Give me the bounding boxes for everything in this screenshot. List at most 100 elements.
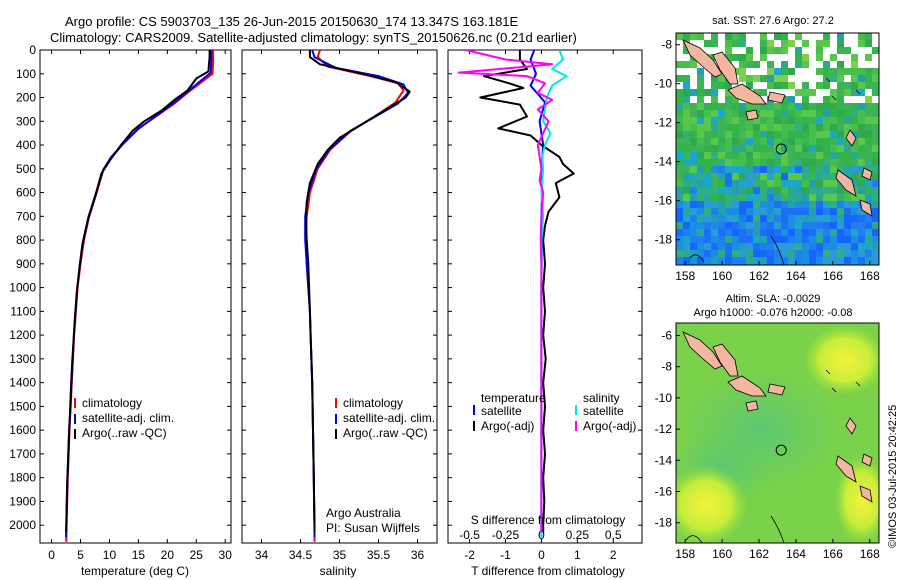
sst-cell (781, 250, 788, 257)
sst-cell (795, 145, 802, 152)
sst-cell (844, 243, 851, 250)
sst-cell (809, 138, 816, 145)
sst-cell (837, 68, 844, 75)
sst-cell (718, 229, 725, 236)
sst-cell (746, 187, 753, 194)
salinity-series (304, 50, 411, 542)
sst-cell (795, 131, 802, 138)
sst-cell (823, 215, 830, 222)
sst-cell (704, 103, 711, 110)
sst-cell (690, 194, 697, 201)
sst-map-ticks: 158 160 162 164 166 168 -8 -10 -12 -14 -16 -18 (655, 38, 880, 283)
sst-cell (830, 236, 837, 243)
header-line-2: Climatology: CARS2009. Satellite-adjuste… (50, 30, 577, 45)
sst-cell (816, 187, 823, 194)
sst-cell (781, 47, 788, 54)
sst-cell (830, 257, 837, 264)
sst-cell (739, 215, 746, 222)
island-shape (861, 167, 873, 181)
sst-cell (711, 222, 718, 229)
sst-cell (851, 54, 858, 61)
sst-cell (830, 194, 837, 201)
sst-cell (725, 33, 732, 40)
sst-land (682, 39, 873, 265)
sst-cell (683, 208, 690, 215)
sst-cell (725, 152, 732, 159)
sst-cell (683, 61, 690, 68)
sst-map-title: sat. SST: 27.6 Argo: 27.2 (712, 15, 834, 27)
map-x-tick-label: 168 (860, 547, 880, 561)
sst-cell (725, 194, 732, 201)
sst-cell (851, 117, 858, 124)
sst-cell (697, 33, 704, 40)
sst-cell (774, 110, 781, 117)
s-difference-xlabel: S difference from climatology (471, 513, 626, 527)
sst-cell (802, 166, 809, 173)
sst-cell (816, 194, 823, 201)
sst-cell (739, 61, 746, 68)
sst-cell (711, 257, 718, 264)
sst-cell (704, 180, 711, 187)
sst-cell (802, 96, 809, 103)
sst-cell (809, 152, 816, 159)
sst-cell (809, 194, 816, 201)
legend-label-s-satellite: satellite (583, 404, 624, 418)
sst-cell (753, 152, 760, 159)
sst-cell (823, 33, 830, 40)
sst-cell (858, 173, 865, 180)
sst-cell (858, 103, 865, 110)
sst-cell (683, 89, 690, 96)
sst-cell (837, 250, 844, 257)
sst-cell (851, 166, 858, 173)
sst-cell (830, 68, 837, 75)
map-x-tick-label: 164 (786, 269, 806, 283)
sst-cell (872, 138, 879, 145)
sst-cell (823, 117, 830, 124)
sst-cell (851, 173, 858, 180)
sst-cell (683, 131, 690, 138)
sst-cell (697, 229, 704, 236)
sst-cell (697, 201, 704, 208)
sst-cell (753, 159, 760, 166)
sst-cell (676, 110, 683, 117)
sst-cell (844, 145, 851, 152)
sst-cell (683, 75, 690, 82)
sst-cell (739, 159, 746, 166)
sst-cell (858, 145, 865, 152)
x-tick-label: 30 (219, 548, 233, 562)
sst-cell (795, 47, 802, 54)
sst-cell (809, 110, 816, 117)
sst-cell (865, 124, 872, 131)
sst-cell (746, 152, 753, 159)
sst-cell (690, 173, 697, 180)
sst-cell (767, 250, 774, 257)
sst-cell (851, 131, 858, 138)
sst-cell (823, 187, 830, 194)
sst-cell (711, 173, 718, 180)
temperature-series (65, 50, 215, 542)
sst-cell (683, 159, 690, 166)
sst-cell (704, 250, 711, 257)
sst-cell (725, 159, 732, 166)
sst-cell (816, 103, 823, 110)
sst-cell (774, 33, 781, 40)
sst-cell (802, 54, 809, 61)
x-tick-label: 35 (333, 548, 347, 562)
sst-cell (809, 236, 816, 243)
sst-cell (865, 82, 872, 89)
sst-cell (767, 222, 774, 229)
sst-cell (802, 40, 809, 47)
sst-cell (844, 138, 851, 145)
sst-cell (816, 173, 823, 180)
sst-cell (844, 103, 851, 110)
sst-cell (774, 208, 781, 215)
sst-cell (739, 166, 746, 173)
sst-cell (760, 215, 767, 222)
sst-cell (851, 68, 858, 75)
sst-cell (802, 215, 809, 222)
sst-cell (823, 40, 830, 47)
sst-cell (739, 40, 746, 47)
sst-cell (865, 40, 872, 47)
map-x-tick-label: 160 (712, 269, 732, 283)
sst-cell (704, 159, 711, 166)
